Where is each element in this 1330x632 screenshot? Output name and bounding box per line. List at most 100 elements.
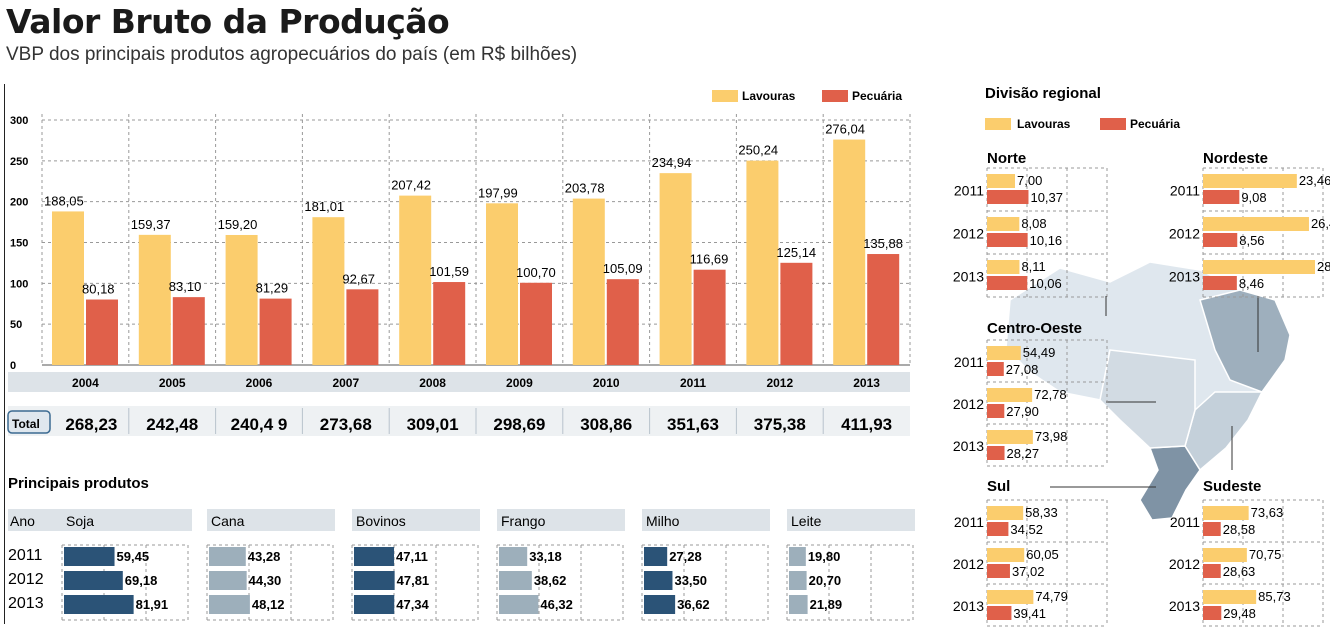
y-tick-label: 300	[10, 115, 28, 127]
product-value-label: 44,30	[249, 573, 282, 588]
product-value-label: 46,32	[540, 597, 573, 612]
data-label-lavouras: 159,20	[218, 217, 258, 232]
region-label-lavouras: 28,00	[1317, 259, 1330, 274]
y-tick-label: 100	[10, 278, 28, 290]
total-value: 242,48	[146, 415, 198, 434]
region-bar-pecuaria	[1203, 522, 1221, 536]
region-label-pecuaria: 34,52	[1010, 522, 1043, 537]
region-name: Sul	[987, 478, 1010, 495]
y-tick-label: 0	[10, 360, 16, 372]
bar-lavouras	[833, 139, 866, 365]
region-bar-lavouras	[1203, 506, 1249, 520]
product-header: Bovinos	[356, 513, 406, 529]
region-bar-pecuaria	[987, 446, 1005, 460]
bar-lavouras	[312, 217, 345, 365]
data-label-lavouras: 234,94	[652, 155, 692, 170]
product-bar	[644, 547, 668, 566]
bar-lavouras	[572, 198, 605, 365]
region-bar-pecuaria	[1203, 564, 1221, 578]
legend-swatch-pecuaria	[822, 90, 848, 102]
data-label-pecuaria: 135,88	[863, 236, 903, 251]
product-bar	[789, 547, 806, 566]
region-label-pecuaria: 10,06	[1029, 276, 1062, 291]
region-label-lavouras: 70,75	[1249, 547, 1282, 562]
region-bar-lavouras	[987, 506, 1024, 520]
data-label-pecuaria: 100,70	[516, 265, 556, 280]
regional-title: Divisão regional	[985, 85, 1101, 102]
region-bar-pecuaria	[987, 564, 1010, 578]
region-label-pecuaria: 29,48	[1223, 606, 1256, 621]
x-tick-label: 2013	[853, 376, 880, 390]
region-year-label: 2013	[953, 598, 984, 614]
total-value: 268,23	[65, 415, 117, 434]
region-year-label: 2011	[954, 183, 984, 199]
region-label-lavouras: 7,00	[1017, 173, 1042, 188]
product-header-band	[207, 509, 335, 531]
x-tick-label: 2009	[506, 376, 533, 390]
product-header: Leite	[791, 513, 822, 529]
regional-legend-pecuaria: Pecuária	[1130, 117, 1180, 131]
data-label-lavouras: 197,99	[478, 185, 518, 200]
total-value: 309,01	[407, 415, 459, 434]
data-label-pecuaria: 80,18	[82, 282, 115, 297]
region-bar-lavouras	[987, 346, 1021, 360]
y-tick-label: 150	[10, 238, 28, 250]
region-year-label: 2011	[954, 514, 984, 530]
data-label-pecuaria: 116,69	[690, 252, 729, 267]
product-value-label: 81,91	[136, 597, 169, 612]
bar-pecuaria	[520, 282, 552, 365]
bar-lavouras	[659, 173, 692, 365]
bar-lavouras	[225, 234, 258, 365]
region-label-lavouras: 72,78	[1034, 387, 1067, 402]
data-label-lavouras: 188,05	[44, 193, 84, 208]
legend-swatch-lavouras	[712, 90, 738, 102]
region-name: Nordeste	[1203, 150, 1268, 167]
regional-legend-lavouras: Lavouras	[1017, 117, 1071, 131]
region-year-label: 2013	[1169, 269, 1200, 285]
total-value: 273,68	[320, 415, 372, 434]
region-label-lavouras: 58,33	[1025, 505, 1058, 520]
product-bar	[354, 547, 395, 566]
bar-pecuaria	[780, 262, 813, 365]
product-value-label: 59,45	[117, 549, 150, 564]
x-tick-label: 2008	[419, 376, 446, 390]
product-value-label: 27,28	[669, 549, 702, 564]
x-tick-label: 2004	[72, 376, 99, 390]
region-name: Norte	[987, 150, 1026, 167]
region-bar-pecuaria	[987, 362, 1004, 376]
region-bar-pecuaria	[1203, 233, 1238, 247]
total-value: 308,86	[580, 415, 632, 434]
products-year-label: 2011	[8, 547, 43, 564]
region-label-pecuaria: 28,58	[1223, 522, 1256, 537]
region-bar-pecuaria	[1203, 190, 1240, 204]
region-bar-lavouras	[987, 430, 1033, 444]
region-label-pecuaria: 28,27	[1007, 446, 1040, 461]
total-value: 298,69	[493, 415, 545, 434]
product-value-label: 20,70	[809, 573, 842, 588]
chart-title: Valor Bruto da Produção	[6, 2, 450, 41]
totals-label: Total	[12, 417, 40, 431]
product-bar	[789, 595, 808, 614]
region-label-lavouras: 60,05	[1026, 547, 1059, 562]
region-bar-pecuaria	[987, 522, 1009, 536]
region-year-label: 2011	[1170, 514, 1200, 530]
region-label-lavouras: 54,49	[1023, 345, 1056, 360]
products-year-label: 2013	[8, 595, 44, 612]
product-header-band	[62, 509, 190, 531]
x-tick-label: 2011	[680, 376, 706, 390]
product-value-label: 38,62	[534, 573, 567, 588]
product-value-label: 47,81	[397, 573, 430, 588]
products-year-label: 2012	[8, 571, 44, 588]
region-bar-lavouras	[1203, 260, 1315, 274]
product-header: Cana	[211, 513, 245, 529]
region-bar-pecuaria	[987, 276, 1028, 290]
region-label-lavouras: 74,79	[1035, 589, 1068, 604]
region-label-lavouras: 23,46	[1299, 173, 1330, 188]
product-bar	[354, 571, 395, 590]
region-label-lavouras: 85,73	[1258, 589, 1291, 604]
region-bar-lavouras	[987, 174, 1015, 188]
product-value-label: 47,34	[396, 597, 429, 612]
region-year-label: 2012	[953, 396, 984, 412]
region-label-pecuaria: 27,90	[1006, 404, 1039, 419]
region-name: Centro-Oeste	[987, 320, 1082, 337]
